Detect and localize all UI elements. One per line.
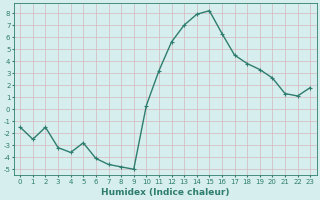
X-axis label: Humidex (Indice chaleur): Humidex (Indice chaleur) xyxy=(101,188,229,197)
